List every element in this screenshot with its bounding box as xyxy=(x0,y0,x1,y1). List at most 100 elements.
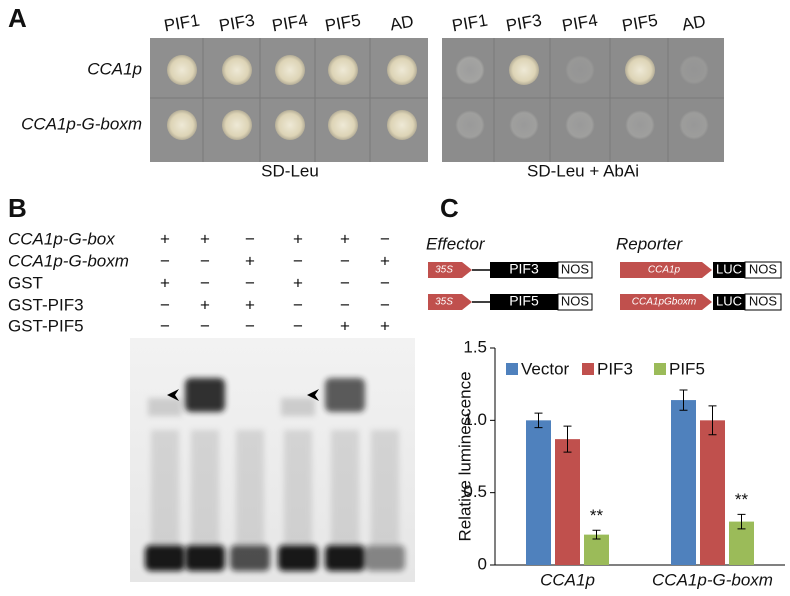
effector-title: Effector xyxy=(426,234,486,253)
terminator xyxy=(744,261,782,279)
faint-band xyxy=(148,398,182,416)
y-axis-label: Relative luminescence xyxy=(455,371,474,541)
lane-sign: − xyxy=(293,316,303,335)
lane-sign: + xyxy=(293,273,303,292)
column-label: PIF3 xyxy=(217,11,256,36)
lane-sign: + xyxy=(380,316,390,335)
y-tick-label: 1.0 xyxy=(463,410,487,429)
column-label: PIF3 xyxy=(504,11,543,36)
free-probe xyxy=(230,545,270,571)
smear xyxy=(236,430,264,545)
bar xyxy=(671,400,696,565)
column-label: AD xyxy=(389,12,416,35)
colony xyxy=(625,110,655,140)
colony xyxy=(387,55,417,85)
column-label: PIF1 xyxy=(450,11,489,36)
error-bar xyxy=(592,529,601,540)
gene-label: LUC xyxy=(716,261,742,276)
column-label: PIF1 xyxy=(162,11,201,36)
gene xyxy=(713,294,745,310)
free-probe xyxy=(278,545,318,571)
colony xyxy=(509,110,539,140)
bar xyxy=(555,439,580,565)
terminator xyxy=(557,261,593,279)
column-label: PIF5 xyxy=(323,11,362,36)
lane-sign: − xyxy=(245,316,255,335)
reporter-title: Reporter xyxy=(616,234,683,253)
colony xyxy=(679,110,709,140)
terminator-label: NOS xyxy=(749,293,778,308)
caption: SD-Leu xyxy=(261,161,319,180)
colony xyxy=(455,55,485,85)
error-bar xyxy=(563,425,572,453)
free-probe xyxy=(365,545,405,571)
smear xyxy=(151,430,179,545)
colony xyxy=(625,55,655,85)
arrowhead xyxy=(167,389,179,401)
colony xyxy=(509,55,539,85)
gene xyxy=(490,294,558,310)
lane-sign: − xyxy=(160,251,170,270)
colony xyxy=(167,55,197,85)
promoter-arrow xyxy=(428,262,472,278)
free-probe xyxy=(185,545,225,571)
lane-sign: + xyxy=(340,229,350,248)
row-label: CCA1p xyxy=(87,59,142,78)
lane-sign: + xyxy=(160,229,170,248)
lane-sign: + xyxy=(293,229,303,248)
lane-sign: − xyxy=(380,273,390,292)
row-label: CCA1p-G-boxm xyxy=(21,114,142,133)
colony xyxy=(328,110,358,140)
x-tick-label: CCA1p xyxy=(540,570,595,589)
colony xyxy=(222,110,252,140)
error-bar xyxy=(708,405,717,436)
lane-sign: + xyxy=(245,251,255,270)
lane-sign: + xyxy=(340,316,350,335)
panel-label: B xyxy=(8,193,27,223)
y-tick-label: 0.5 xyxy=(463,482,487,501)
promoter: CCA1p xyxy=(648,265,681,276)
promoter: 35S xyxy=(435,297,453,308)
error-bar xyxy=(679,389,688,411)
colony xyxy=(455,110,485,140)
lane-sign: − xyxy=(293,295,303,314)
gene-label: LUC xyxy=(716,293,742,308)
significance: ** xyxy=(735,490,749,509)
row-label: GST-PIF5 xyxy=(8,316,84,335)
column-label: PIF4 xyxy=(560,11,599,36)
lane-sign: + xyxy=(245,295,255,314)
smear xyxy=(191,430,219,545)
y-tick-label: 1.5 xyxy=(463,337,487,356)
terminator-label: NOS xyxy=(749,261,778,276)
column-label: PIF4 xyxy=(270,11,309,36)
colony xyxy=(565,110,595,140)
faint-band xyxy=(281,398,315,416)
panel-label: A xyxy=(8,3,27,33)
row-label: CCA1p-G-boxm xyxy=(8,251,129,270)
column-label: AD xyxy=(681,12,708,35)
lane-sign: − xyxy=(380,229,390,248)
smear xyxy=(284,430,312,545)
colony xyxy=(275,110,305,140)
arrowhead xyxy=(307,389,319,401)
lane-sign: − xyxy=(200,316,210,335)
bar xyxy=(700,420,725,565)
y-tick-label: 0 xyxy=(478,554,487,573)
smear xyxy=(371,430,399,545)
terminator xyxy=(557,293,593,311)
colony xyxy=(167,110,197,140)
promoter: 35S xyxy=(435,265,453,276)
promoter-arrow xyxy=(620,262,712,278)
legend-label: Vector xyxy=(521,359,570,378)
shift-band xyxy=(325,378,365,412)
lane-sign: − xyxy=(340,251,350,270)
lane-sign: − xyxy=(245,273,255,292)
column-label: PIF5 xyxy=(620,11,659,36)
row-label: GST xyxy=(8,273,43,292)
lane-sign: − xyxy=(200,251,210,270)
lane-sign: − xyxy=(340,273,350,292)
promoter: CCA1pGboxm xyxy=(632,297,696,308)
panel-label: C xyxy=(440,193,459,223)
shift-band xyxy=(185,378,225,412)
